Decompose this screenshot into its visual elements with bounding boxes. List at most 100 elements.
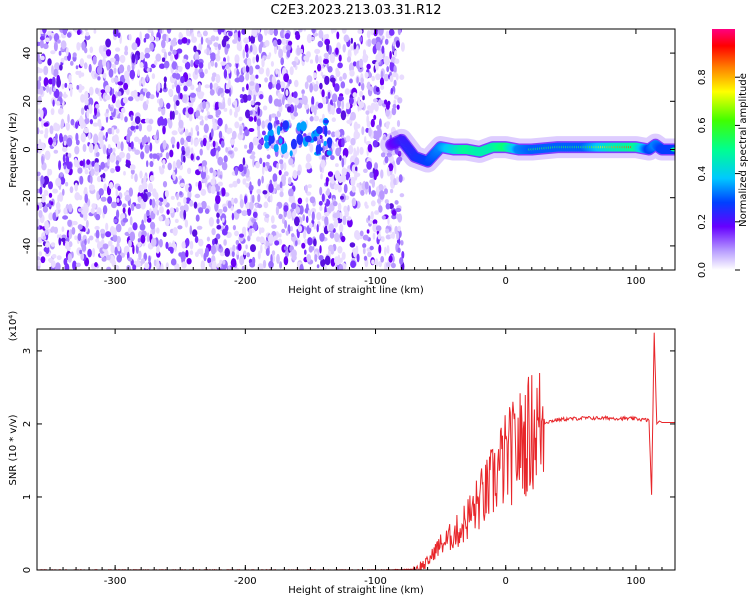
noise-speck xyxy=(140,151,145,160)
noise-speck xyxy=(62,215,69,220)
noise-speck xyxy=(145,91,151,99)
noise-speck xyxy=(368,185,371,195)
noise-speck xyxy=(247,235,251,242)
noise-speck xyxy=(37,108,41,115)
noise-speck xyxy=(220,29,225,33)
noise-speck xyxy=(169,44,173,52)
noise-speck xyxy=(127,257,133,262)
noise-speck xyxy=(252,211,258,218)
noise-speck xyxy=(396,231,400,241)
noise-speck xyxy=(339,212,343,220)
noise-speck xyxy=(234,77,241,83)
noise-speck xyxy=(268,81,273,90)
noise-speck xyxy=(324,75,330,85)
noise-speck xyxy=(248,184,254,191)
noise-speck xyxy=(249,110,253,115)
noise-speck xyxy=(113,77,119,83)
noise-speck xyxy=(131,42,138,51)
noise-patch xyxy=(289,150,293,157)
noise-speck xyxy=(249,45,253,53)
noise-speck xyxy=(270,254,273,264)
noise-patch xyxy=(269,129,274,137)
noise-speck xyxy=(189,240,194,250)
noise-speck xyxy=(384,156,389,164)
noise-speck xyxy=(394,58,400,64)
noise-speck xyxy=(263,239,266,246)
noise-speck xyxy=(53,33,60,42)
noise-speck xyxy=(266,154,271,159)
noise-speck xyxy=(172,143,175,149)
noise-speck xyxy=(176,48,183,54)
noise-speck xyxy=(128,187,133,197)
noise-speck xyxy=(183,196,187,205)
noise-speck xyxy=(149,94,155,100)
noise-speck xyxy=(311,211,315,221)
noise-speck xyxy=(115,47,121,52)
noise-speck xyxy=(218,244,222,249)
noise-speck xyxy=(236,249,239,256)
noise-speck xyxy=(317,63,322,72)
noise-speck xyxy=(233,32,238,39)
noise-speck xyxy=(317,40,323,48)
noise-speck xyxy=(323,212,330,217)
noise-speck xyxy=(112,29,119,37)
noise-speck xyxy=(251,29,258,37)
noise-speck xyxy=(213,42,219,48)
spectrogram-y-tick-label: -40 xyxy=(22,238,33,254)
noise-speck xyxy=(272,173,278,183)
snr-y-tick-label: 3 xyxy=(22,348,33,354)
noise-speck xyxy=(179,191,183,196)
noise-speck xyxy=(232,225,236,231)
noise-patch xyxy=(324,125,328,137)
noise-speck xyxy=(225,83,229,91)
noise-speck xyxy=(288,196,294,203)
noise-speck xyxy=(175,207,179,213)
noise-speck xyxy=(350,260,357,269)
noise-speck xyxy=(387,171,391,177)
noise-speck xyxy=(42,29,47,34)
noise-speck xyxy=(52,68,59,77)
snr-y-tick-label: 2 xyxy=(22,421,33,427)
noise-speck xyxy=(58,50,62,56)
noise-speck xyxy=(75,70,80,75)
noise-speck xyxy=(94,262,98,268)
noise-speck xyxy=(384,188,388,195)
noise-speck xyxy=(129,69,136,80)
noise-speck xyxy=(204,247,209,258)
noise-speck xyxy=(236,178,241,184)
noise-speck xyxy=(37,256,41,261)
noise-speck xyxy=(142,88,148,93)
noise-speck xyxy=(347,218,353,228)
noise-speck xyxy=(294,216,300,227)
noise-speck xyxy=(174,243,177,252)
noise-speck xyxy=(370,29,375,36)
noise-speck xyxy=(241,86,245,92)
noise-speck xyxy=(115,128,120,134)
noise-speck xyxy=(115,189,119,197)
noise-speck xyxy=(306,75,313,83)
noise-speck xyxy=(243,59,247,64)
noise-speck xyxy=(88,235,94,241)
noise-speck xyxy=(214,101,219,111)
noise-speck xyxy=(363,168,368,173)
noise-speck xyxy=(318,55,322,64)
noise-speck xyxy=(229,108,233,116)
noise-speck xyxy=(354,157,360,166)
noise-speck xyxy=(303,55,308,61)
noise-speck xyxy=(134,149,141,155)
noise-speck xyxy=(224,247,230,257)
noise-speck xyxy=(193,201,198,209)
noise-speck xyxy=(351,185,356,193)
noise-speck xyxy=(313,84,319,92)
noise-speck xyxy=(374,162,378,171)
noise-speck xyxy=(227,200,232,209)
snr-y-tick-label: 0 xyxy=(22,567,33,573)
noise-speck xyxy=(85,31,90,37)
noise-speck xyxy=(63,140,67,146)
noise-speck xyxy=(257,263,264,270)
noise-speck xyxy=(98,135,103,143)
noise-speck xyxy=(380,152,386,158)
noise-speck xyxy=(304,239,308,244)
noise-speck xyxy=(231,130,237,140)
noise-speck xyxy=(39,39,44,49)
